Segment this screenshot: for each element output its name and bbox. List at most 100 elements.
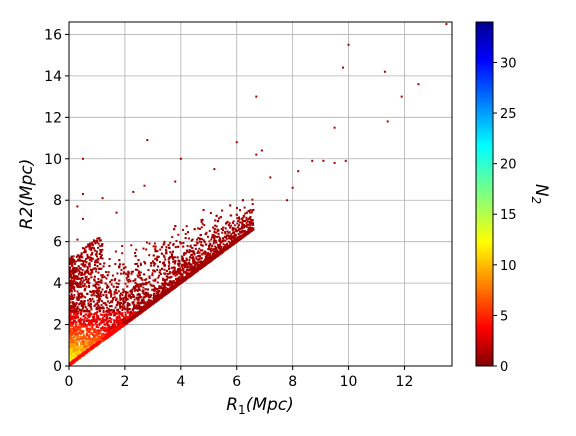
scatter-point-4490 <box>199 261 201 263</box>
scatter-point-3558 <box>75 336 77 338</box>
scatter-point-4895 <box>86 271 88 273</box>
scatter-point-4441 <box>163 279 165 281</box>
scatter-point-4197 <box>119 316 121 318</box>
scatter-point-4474 <box>213 238 215 240</box>
scatter-point-4892 <box>169 284 171 286</box>
scatter-point-3672 <box>109 289 111 291</box>
scatter-point-4241 <box>107 321 109 323</box>
scatter-point-3770 <box>203 252 205 254</box>
scatter-point-3964 <box>89 298 91 300</box>
scatter-point-4639 <box>96 307 98 309</box>
scatter-point-4551 <box>100 322 102 324</box>
scatter-point-1158 <box>94 250 96 252</box>
scatter-point-686 <box>163 241 165 243</box>
scatter-point-4847 <box>139 274 141 276</box>
scatter-point-4769 <box>155 246 157 248</box>
scatter-point-3933 <box>76 306 78 308</box>
scatter-point-4363 <box>246 212 248 214</box>
scatter-point-96 <box>101 300 103 302</box>
scatter-point-4648 <box>79 346 81 348</box>
scatter-point-4407 <box>248 227 250 229</box>
scatter-point-4972 <box>180 269 182 271</box>
scatter-point-4627 <box>125 294 127 296</box>
scatter-point-3983 <box>133 296 135 298</box>
scatter-point-4767 <box>94 261 96 263</box>
scatter-point-4864 <box>99 268 101 270</box>
scatter-point-4272 <box>106 310 108 312</box>
scatter-point-4046 <box>168 257 170 259</box>
scatter-point-4867 <box>209 254 211 256</box>
scatter-point-4016 <box>114 296 116 298</box>
scatter-point-3670 <box>157 277 159 279</box>
scatter-point-27 <box>95 270 97 272</box>
scatter-point-902 <box>160 286 162 288</box>
scatter-point-4914 <box>193 262 195 264</box>
scatter-point-659 <box>140 271 142 273</box>
scatter-point-4911 <box>77 312 79 314</box>
scatter-point-3069 <box>132 309 134 311</box>
scatter-point-4960 <box>70 272 72 274</box>
scatter-point-4274 <box>209 243 211 245</box>
scatter-point-4192 <box>71 263 73 265</box>
scatter-point-4905 <box>129 315 131 317</box>
scatter-point-3786 <box>145 288 147 290</box>
scatter-point-4929 <box>116 309 118 311</box>
scatter-point-4921 <box>137 302 139 304</box>
scatter-point-577 <box>196 241 198 243</box>
scatter-point-4311 <box>154 248 156 250</box>
scatter-point-1319 <box>82 285 84 287</box>
scatter-point-3377 <box>158 275 160 277</box>
scatter-point-4970 <box>206 255 208 257</box>
scatter-point-697 <box>105 294 107 296</box>
scatter-point-4773 <box>124 308 126 310</box>
scatter-point-4116 <box>188 263 190 265</box>
scatter-point-624 <box>159 261 161 263</box>
scatter-point-3643 <box>122 299 124 301</box>
scatter-point-3557 <box>184 260 186 262</box>
scatter-point-4559 <box>243 220 245 222</box>
scatter-point-37 <box>74 290 76 292</box>
scatter-point-3379 <box>196 252 198 254</box>
scatter-point-4130 <box>79 285 81 287</box>
scatter-point-3839 <box>101 276 103 278</box>
scatter-point-3452 <box>103 333 105 335</box>
scatter-point-264 <box>237 226 239 228</box>
scatter-point-4149 <box>161 268 163 270</box>
scatter-point-4852 <box>86 318 88 320</box>
scatter-point-4246 <box>226 243 228 245</box>
scatter-point-4870 <box>75 333 77 335</box>
scatter-point-2979 <box>84 318 86 320</box>
scatter-point-4314 <box>243 227 245 229</box>
scatter-point-4654 <box>78 294 80 296</box>
scatter-point-3170 <box>71 265 73 267</box>
scatter-point-4862 <box>203 209 205 211</box>
scatter-point-4267 <box>215 242 217 244</box>
scatter-point-4538 <box>88 331 90 333</box>
scatter-point-3563 <box>91 243 93 245</box>
scatter-point-4936 <box>80 296 82 298</box>
scatter-point-4641 <box>164 273 166 275</box>
scatter-point-4918 <box>70 351 72 353</box>
scatter-point-3190 <box>199 255 201 257</box>
scatter-point-4963 <box>163 243 165 245</box>
scatter-point-4941 <box>170 280 172 282</box>
scatter-point-4744 <box>181 256 183 258</box>
scatter-point-3578 <box>85 313 87 315</box>
scatter-point-936 <box>137 275 139 277</box>
scatter-point-4730 <box>192 258 194 260</box>
scatter-point-3918 <box>90 340 92 342</box>
scatter-point-1155 <box>115 299 117 301</box>
scatter-point-4855 <box>82 263 84 265</box>
scatter-point-970 <box>238 216 240 218</box>
scatter-point-2957 <box>84 296 86 298</box>
scatter-point-2954 <box>119 299 121 301</box>
scatter-point-4466 <box>122 263 124 265</box>
scatter-point-4209 <box>154 258 156 260</box>
scatter-point-795 <box>71 293 73 295</box>
scatter-point-4204 <box>72 355 74 357</box>
scatter-point-4560 <box>80 300 82 302</box>
scatter-point-359 <box>116 272 118 274</box>
scatter-point-362 <box>167 273 169 275</box>
scatter-point-3149 <box>96 253 98 255</box>
scatter-point-4644 <box>228 224 230 226</box>
